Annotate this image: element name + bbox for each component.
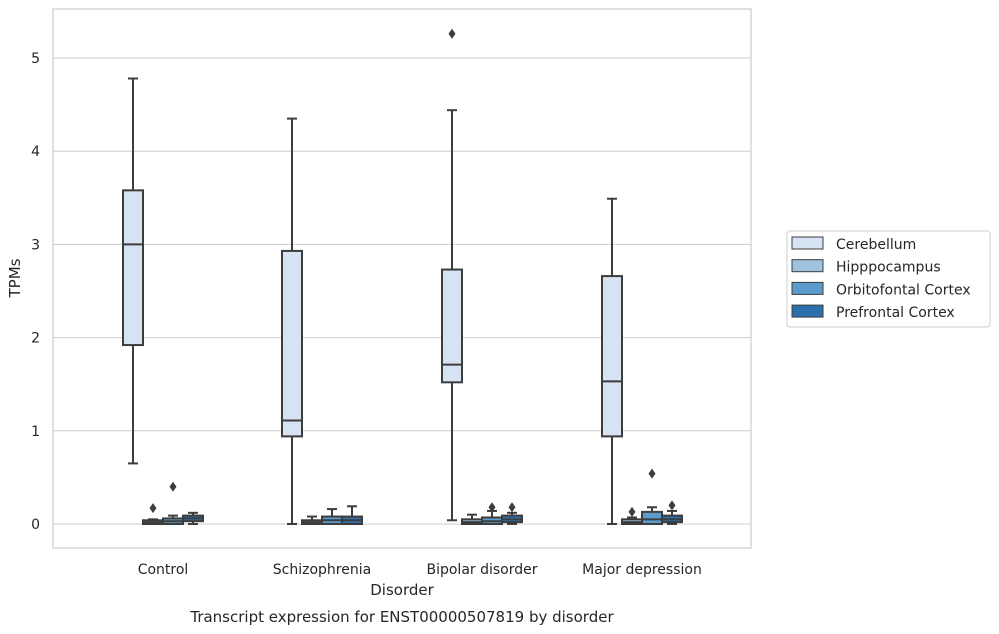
y-tick-label: 5 (31, 51, 40, 67)
y-tick-label: 0 (31, 517, 40, 533)
box-groups (122, 28, 683, 526)
box-orbitofontal-cortex (321, 508, 343, 526)
legend-label: Hipppocampus (836, 260, 941, 276)
legend-swatch (791, 281, 824, 295)
outlier-point (508, 502, 516, 513)
x-axis-label: Disorder (370, 581, 434, 599)
box-hipppocampus (621, 506, 643, 526)
legend-swatch (791, 236, 824, 250)
legend-label: Orbitofontal Cortex (836, 282, 971, 298)
plot-background (53, 9, 751, 548)
box-cerebellum (281, 117, 303, 525)
x-tick-label: Bipolar disorder (426, 562, 537, 578)
y-tick-label: 3 (31, 237, 40, 253)
outlier-point (149, 503, 157, 514)
box-prefrontal-cortex (182, 511, 204, 525)
chart-title: Transcript expression for ENST0000050781… (189, 608, 614, 626)
outlier-point (488, 502, 496, 513)
legend-entries: Cerebellum Hipppocampus Orbitofontal Corte… (791, 236, 971, 321)
box-body (441, 268, 463, 384)
box-cerebellum (601, 197, 623, 525)
y-tick-labels: 0 1 2 3 4 5 (31, 51, 40, 533)
box-hipppocampus (461, 513, 483, 526)
legend-swatch (791, 304, 824, 318)
outlier-point (668, 500, 676, 511)
plot-frame (52, 8, 752, 549)
box-body (601, 275, 623, 438)
box-body (122, 189, 144, 347)
outlier-point (448, 28, 456, 39)
box-body (281, 249, 303, 438)
box-body (641, 510, 663, 526)
outlier-point (628, 506, 636, 517)
y-tick-label: 2 (31, 331, 40, 347)
box-hipppocampus (301, 515, 323, 525)
outlier-point (648, 468, 656, 479)
legend-frame (786, 230, 991, 328)
x-tick-label: Schizophrenia (273, 562, 371, 578)
legend-label: Prefrontal Cortex (836, 305, 955, 321)
y-tick-label: 4 (31, 144, 40, 160)
box-cerebellum (122, 77, 144, 465)
legend-label: Cerebellum (836, 237, 916, 253)
y-axis-label: TPMs (6, 258, 24, 298)
outlier-point (169, 481, 177, 492)
box-cerebellum (441, 28, 463, 522)
box-prefrontal-cortex (501, 502, 523, 525)
y-tick-label: 1 (31, 424, 40, 440)
legend-swatch (791, 259, 824, 273)
x-tick-label: Major depression (582, 562, 702, 578)
box-prefrontal-cortex (661, 500, 683, 525)
x-tick-labels: Control Schizophrenia Bipolar disorder Majo… (138, 562, 702, 578)
box-prefrontal-cortex (341, 505, 363, 526)
legend: Cerebellum Hipppocampus Orbitofontal Corte… (786, 230, 991, 328)
x-tick-label: Control (138, 562, 189, 578)
